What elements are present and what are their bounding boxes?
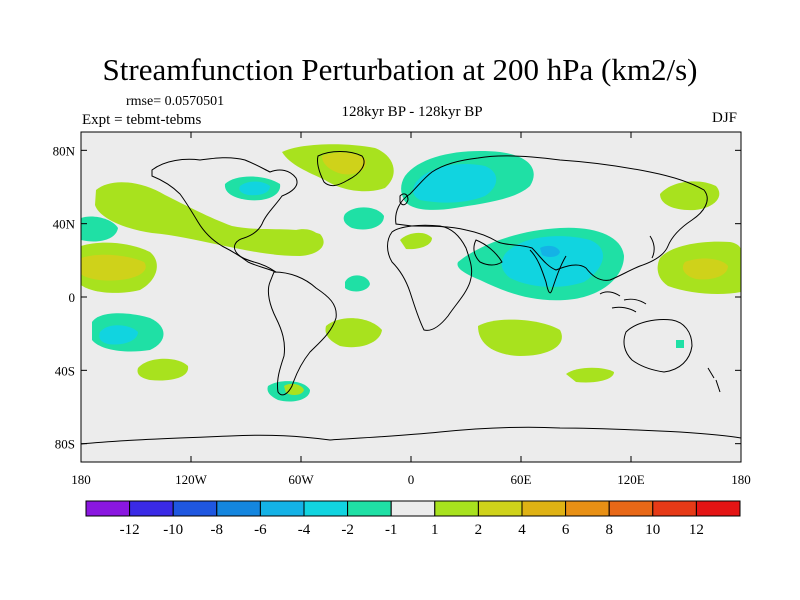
coastline-eurasia <box>395 155 708 281</box>
colorbar-label: 10 <box>645 522 660 538</box>
lon-tick-label: 60W <box>288 472 314 487</box>
colorbar-label: -2 <box>341 522 354 538</box>
coastline-japan <box>649 235 655 259</box>
colorbar-swatch <box>477 500 523 517</box>
colorbar-swatch <box>347 500 392 517</box>
colorbar-swatch <box>259 500 305 517</box>
contour-s-indian-east-positive <box>566 367 614 383</box>
colorbar-label: -4 <box>298 522 311 538</box>
colorbar-swatch <box>695 500 741 517</box>
colorbar-swatch <box>390 500 436 517</box>
lon-tick-label: 60E <box>511 472 532 487</box>
contour-africa-positive <box>400 232 432 250</box>
season-label: DJF <box>712 110 738 126</box>
coastline-arabia <box>473 239 503 266</box>
contour-se-pacific-core <box>99 325 138 345</box>
contour-n-pacific-positive <box>95 182 324 256</box>
contour-fields <box>81 144 741 445</box>
colorbar-label: 4 <box>518 522 526 538</box>
contour-patagonia-core <box>284 383 304 395</box>
colorbar-label: -6 <box>254 522 267 538</box>
contour-australia-negative <box>676 340 684 348</box>
colorbar-swatch <box>172 500 218 517</box>
colorbar-swatch <box>303 500 349 517</box>
colorbar-swatch <box>521 500 567 517</box>
colorbar-swatch <box>608 500 654 517</box>
contour-s-indian-positive <box>478 319 562 356</box>
contour-c-pacific-core <box>81 254 146 281</box>
contour-n-atlantic-negative <box>343 207 384 230</box>
colorbar-swatch <box>434 500 479 517</box>
coastline-australia <box>623 319 693 373</box>
coastline-indonesia <box>599 291 647 313</box>
coastline-antarctica <box>81 426 741 445</box>
contour-kamchatka-positive <box>660 181 720 211</box>
lat-tick-label: 80N <box>53 143 76 158</box>
colorbar-label: -12 <box>120 522 140 538</box>
contour-w-pacific-core <box>682 258 728 280</box>
coastline-uk <box>399 193 409 206</box>
lon-tick-label: 120E <box>617 472 645 487</box>
latitude-axis: 80N 40N 0 40S 80S <box>53 143 741 452</box>
colorbar-label: 1 <box>431 522 439 538</box>
coastline-south-america <box>267 271 337 396</box>
contour-barents-core <box>413 164 497 203</box>
coastline-new-zealand <box>707 367 721 393</box>
rmse-label: rmse= 0.0570501 <box>126 94 225 109</box>
colorbar-label: 8 <box>605 522 613 538</box>
coastline-greenland <box>317 151 365 187</box>
colorbar-label: 12 <box>689 522 704 538</box>
colorbar <box>85 500 741 517</box>
contour-greenland-core <box>322 152 367 175</box>
colorbar-label: -8 <box>211 522 224 538</box>
coastline-africa <box>387 224 473 331</box>
contour-bengal-core <box>501 236 603 287</box>
lon-tick-label: 120W <box>175 472 208 487</box>
contour-e-africa-negative <box>345 275 370 292</box>
colorbar-swatch <box>129 500 174 517</box>
coastline-north-america <box>151 157 298 273</box>
lat-tick-label: 40N <box>53 217 76 232</box>
contour-s-atlantic-positive <box>325 318 382 348</box>
experiment-label: Expt = tebmt-tebms <box>82 112 202 128</box>
contour-e-pacific-negative <box>81 216 118 242</box>
colorbar-label: 6 <box>562 522 570 538</box>
map-title: Streamfunction Perturbation at 200 hPa (… <box>102 52 698 87</box>
colorbar-swatch <box>565 500 610 517</box>
lon-tick-label: 180 <box>731 472 751 487</box>
colorbar-labels: -12 -10 -8 -6 -4 -2 -1 1 2 4 6 8 10 12 <box>120 522 704 538</box>
lon-tick-label: 0 <box>408 472 415 487</box>
coastline-india <box>529 249 567 294</box>
contour-s-pacific-positive <box>137 358 189 381</box>
colorbar-swatch <box>85 500 131 517</box>
lat-tick-label: 0 <box>69 290 76 305</box>
period-label: 128kyr BP - 128kyr BP <box>341 104 483 120</box>
lat-tick-label: 40S <box>55 363 75 378</box>
contour-hudson-core <box>239 181 270 196</box>
colorbar-swatch <box>216 500 261 517</box>
colorbar-label: 2 <box>475 522 483 538</box>
lon-tick-label: 180 <box>71 472 91 487</box>
contour-bengal-deep <box>540 245 560 257</box>
colorbar-label: -1 <box>385 522 398 538</box>
longitude-axis: 180 120W 60W 0 60E 120E 180 <box>71 132 751 487</box>
colorbar-label: -10 <box>163 522 183 538</box>
lat-tick-label: 80S <box>55 437 75 452</box>
colorbar-swatch <box>652 500 697 517</box>
contour-w-atlantic-positive <box>294 229 323 253</box>
coastlines <box>81 151 741 445</box>
